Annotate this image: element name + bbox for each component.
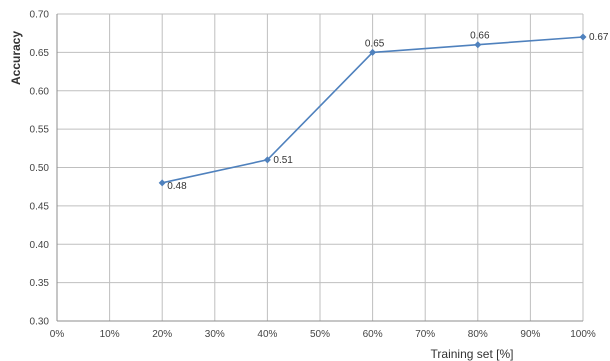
x-tick-label: 0% (50, 329, 65, 340)
y-tick-label: 0.50 (30, 163, 50, 174)
x-tick-label: 70% (415, 329, 435, 340)
y-tick-label: 0.45 (30, 201, 50, 212)
x-tick-label: 50% (310, 329, 330, 340)
data-label: 0.48 (167, 181, 187, 192)
x-tick-label: 30% (205, 329, 225, 340)
y-tick-label: 0.70 (30, 10, 50, 21)
x-tick-label: 60% (363, 329, 383, 340)
x-tick-label: 10% (100, 329, 120, 340)
data-point (158, 179, 166, 187)
data-point (369, 48, 377, 56)
y-axis-ticks: 0.30 0.35 0.40 0.45 0.50 0.55 0.60 0.65 0.70 (30, 10, 50, 328)
x-tick-label: 100% (570, 329, 596, 340)
data-label: 0.51 (273, 155, 293, 166)
y-tick-label: 0.30 (30, 317, 50, 328)
x-tick-label: 40% (257, 329, 277, 340)
data-label: 0.66 (470, 31, 490, 42)
x-tick-label: 20% (152, 329, 172, 340)
y-axis-title: Accuracy (9, 31, 23, 85)
grid (56, 13, 584, 322)
y-tick-label: 0.35 (30, 278, 50, 289)
y-tick-label: 0.40 (30, 240, 50, 251)
x-axis-ticks: 0% 10% 20% 30% 40% 50% 60% 70% 80% 90% 100% (50, 329, 596, 340)
data-point (579, 33, 587, 41)
x-tick-label: 90% (520, 329, 540, 340)
y-tick-label: 0.65 (30, 48, 50, 59)
data-label: 0.67 (589, 32, 609, 43)
x-tick-label: 80% (468, 329, 488, 340)
data-label: 0.65 (365, 38, 385, 49)
data-labels: 0.48 0.51 0.65 0.66 0.67 (167, 31, 609, 192)
x-axis-title: Training set [%] (431, 347, 514, 361)
series (158, 33, 587, 187)
y-tick-label: 0.55 (30, 125, 50, 136)
data-point (263, 156, 271, 164)
y-tick-label: 0.60 (30, 86, 50, 97)
data-point (474, 41, 482, 49)
